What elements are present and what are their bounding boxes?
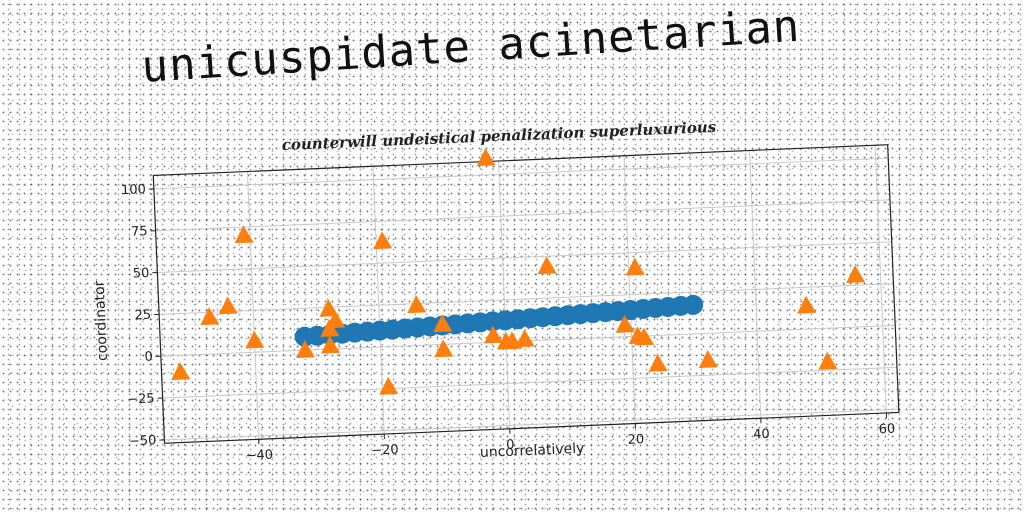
scatter-point-triangle	[434, 339, 454, 358]
ticks-layer: −40 −20 0 20 40 60 −50 −25 0 25 50 75 100	[121, 182, 896, 464]
scatter-point-triangle	[615, 315, 635, 333]
x-gridline	[749, 150, 762, 419]
x-axis-label: uncorrelatively	[480, 441, 585, 461]
y-gridline	[153, 157, 889, 190]
scatter-point-triangle	[476, 148, 496, 167]
y-gridline	[157, 241, 892, 274]
x-tick-label: −20	[371, 442, 399, 458]
scatter-point-triangle	[200, 307, 220, 326]
y-tick-label: −50	[129, 433, 157, 449]
scatter-point-triangle	[846, 265, 866, 284]
x-tick-label: 40	[753, 427, 770, 443]
grid-layer	[153, 145, 899, 441]
y-tick-label: 100	[121, 182, 146, 198]
scatter-point-triangle	[625, 257, 645, 276]
chart-subtitle: counterwill undeistical penalization sup…	[281, 118, 717, 154]
scatter-point-triangle	[234, 225, 254, 244]
scatter-point-triangle	[797, 295, 817, 314]
scatter-point-triangle	[433, 314, 453, 333]
scatter-point-triangle	[648, 353, 668, 372]
plot-frame	[152, 144, 900, 444]
scatter-point-triangle	[321, 335, 341, 354]
y-tick-label: −25	[127, 391, 155, 407]
x-gridline	[874, 145, 887, 414]
scatter-point-triangle	[537, 256, 557, 275]
scatter-point-triangle	[245, 330, 265, 349]
scatter-point-triangle	[407, 295, 427, 314]
x-tick-label: 0	[506, 438, 515, 453]
x-gridline	[246, 171, 260, 440]
x-gridline	[498, 160, 511, 429]
y-tick-label: 50	[133, 266, 150, 282]
scatter-point-triangle	[296, 340, 316, 359]
chart-plot-group: counterwill undeistical penalization sup…	[92, 118, 900, 464]
scatter-point-triangle	[379, 376, 399, 395]
y-tick-label: 0	[144, 350, 153, 365]
y-gridline	[162, 366, 898, 399]
y-gridline	[155, 199, 890, 232]
scatter-point-triangle	[171, 362, 191, 381]
y-gridline	[164, 408, 899, 441]
scatter-point-triangle	[484, 325, 504, 344]
scatter-point-triangle	[818, 351, 838, 370]
scatter-point-triangle	[515, 329, 535, 348]
scatter-point-triangle	[326, 310, 346, 329]
x-tick-label: 60	[878, 422, 895, 438]
scatter-point-triangle	[698, 350, 718, 368]
x-tick-label: 20	[627, 432, 644, 448]
scatter-point-triangle	[635, 327, 655, 346]
y-tick-label: 25	[134, 308, 151, 324]
y-tick-label: 75	[131, 224, 148, 240]
scatter-point-triangle	[319, 298, 339, 317]
marks-layer	[171, 148, 866, 395]
scatter-point-triangle	[373, 231, 393, 250]
y-gridline	[159, 283, 894, 315]
scatter-point-circle	[683, 294, 704, 315]
scatter-point-triangle	[218, 296, 238, 315]
y-axis-label: coordinator	[92, 280, 111, 361]
x-gridline	[623, 155, 636, 424]
x-tick-label: −40	[245, 448, 273, 464]
